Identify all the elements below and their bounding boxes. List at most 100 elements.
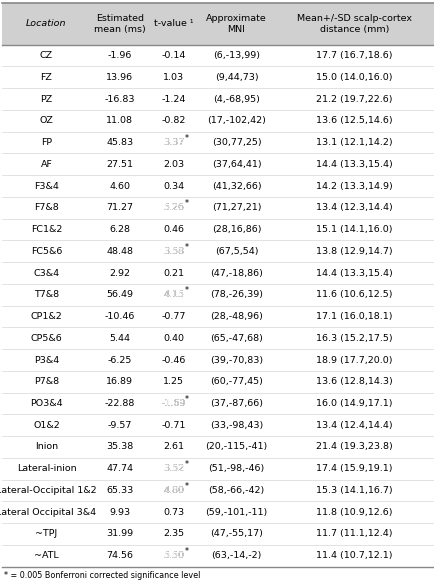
Text: -1.24: -1.24 [161,95,186,103]
Text: Lateral-inion: Lateral-inion [16,464,76,473]
Text: Mean+/-SD scalp-cortex
distance (mm): Mean+/-SD scalp-cortex distance (mm) [296,14,411,33]
Text: 4.15: 4.15 [163,290,184,299]
Text: (39,-70,83): (39,-70,83) [210,356,263,364]
Text: (65,-47,68): (65,-47,68) [210,334,262,343]
Text: 5.26: 5.26 [163,203,184,213]
Text: *: * [184,460,188,470]
Text: ~TPJ: ~TPJ [35,530,57,538]
Text: 0.34: 0.34 [163,182,184,190]
Text: ~ATL: ~ATL [34,551,59,560]
Text: T7&8: T7&8 [34,290,59,299]
Text: Lateral-Occipital 1&2: Lateral-Occipital 1&2 [0,486,96,495]
Text: 5.44: 5.44 [109,334,130,343]
Text: *: * [184,199,188,208]
Text: (59,-101,-11): (59,-101,-11) [205,507,267,517]
Text: 14.2 (13.3,14.9): 14.2 (13.3,14.9) [315,182,392,190]
Text: 5.26: 5.26 [163,203,184,213]
Text: 16.3 (15.2,17.5): 16.3 (15.2,17.5) [315,334,391,343]
Text: 13.6 (12.5,14.6): 13.6 (12.5,14.6) [315,116,391,126]
Text: 5.50: 5.50 [163,551,184,560]
Text: (41,32,66): (41,32,66) [211,182,261,190]
Text: 0.46: 0.46 [163,225,184,234]
Text: -0.77: -0.77 [161,312,186,321]
Text: P3&4: P3&4 [34,356,59,364]
Text: 4.15: 4.15 [163,290,184,299]
Text: FZ: FZ [40,73,52,82]
Text: 27.51: 27.51 [106,160,133,169]
Text: 3.52: 3.52 [163,464,184,473]
Text: -1.96: -1.96 [108,51,132,60]
Text: (4,-68,95): (4,-68,95) [213,95,260,103]
Text: 4.80: 4.80 [163,486,184,495]
Text: -0.71: -0.71 [161,420,186,430]
Text: (47,-55,17): (47,-55,17) [210,530,262,538]
Text: 45.83: 45.83 [106,138,133,147]
Text: C3&4: C3&4 [33,269,59,277]
Text: 13.6 (12.8,14.3): 13.6 (12.8,14.3) [315,377,392,386]
Text: 2.92: 2.92 [109,269,130,277]
Text: (58,-66,-42): (58,-66,-42) [208,486,264,495]
Text: (60,-77,45): (60,-77,45) [210,377,262,386]
Text: 13.4 (12.3,14.4): 13.4 (12.3,14.4) [315,203,392,213]
Text: 17.1 (16.0,18.1): 17.1 (16.0,18.1) [315,312,391,321]
Text: (28,16,86): (28,16,86) [211,225,261,234]
Text: 65.33: 65.33 [106,486,133,495]
Text: O1&2: O1&2 [33,420,60,430]
Text: 4.60: 4.60 [109,182,130,190]
Text: (37,64,41): (37,64,41) [211,160,261,169]
Bar [2,3,433,45]
Text: F3&4: F3&4 [34,182,59,190]
Text: 13.1 (12.1,14.2): 13.1 (12.1,14.2) [315,138,391,147]
Text: 13.96: 13.96 [106,73,133,82]
Text: 11.6 (10.6,12.5): 11.6 (10.6,12.5) [315,290,391,299]
Text: Lateral Occipital 3&4: Lateral Occipital 3&4 [0,507,96,517]
Text: (6,-13,99): (6,-13,99) [213,51,260,60]
Text: *: * [184,286,188,296]
Text: 3.52: 3.52 [163,464,184,473]
Text: (51,-98,-46): (51,-98,-46) [208,464,264,473]
Text: 6.28: 6.28 [109,225,130,234]
Text: 13.8 (12.9,14.7): 13.8 (12.9,14.7) [315,247,391,256]
Text: 47.74: 47.74 [106,464,133,473]
Text: (63,-14,-2): (63,-14,-2) [211,551,261,560]
Text: 15.1 (14.1,16.0): 15.1 (14.1,16.0) [315,225,391,234]
Text: AF: AF [40,160,52,169]
Text: 11.4 (10.7,12.1): 11.4 (10.7,12.1) [315,551,391,560]
Text: 3.58: 3.58 [163,247,184,256]
Text: 11.7 (11.1,12.4): 11.7 (11.1,12.4) [315,530,391,538]
Text: FC1&2: FC1&2 [31,225,62,234]
Text: -1.69: -1.69 [161,399,186,408]
Text: (20,-115,-41): (20,-115,-41) [205,443,267,451]
Text: 3.58: 3.58 [163,247,184,256]
Text: *: * [184,395,188,404]
Text: 74.56: 74.56 [106,551,133,560]
Text: (28,-48,96): (28,-48,96) [210,312,262,321]
Text: (30,77,25): (30,77,25) [211,138,261,147]
Text: -16.83: -16.83 [105,95,135,103]
Text: FC5&6: FC5&6 [31,247,62,256]
Text: *: * [184,482,188,491]
Text: 48.48: 48.48 [106,247,133,256]
Text: PZ: PZ [40,95,53,103]
Text: 71.27: 71.27 [106,203,133,213]
Text: 0.40: 0.40 [163,334,184,343]
Text: 2.03: 2.03 [163,160,184,169]
Text: t-value ¹: t-value ¹ [154,19,193,29]
Text: -22.88: -22.88 [105,399,135,408]
Text: -1.69: -1.69 [161,399,186,408]
Text: *: * [184,134,188,143]
Text: *: * [184,547,188,557]
Text: 17.7 (16.7,18.6): 17.7 (16.7,18.6) [315,51,391,60]
Text: (67,5,54): (67,5,54) [214,247,258,256]
Text: -0.14: -0.14 [161,51,186,60]
Text: 4.80: 4.80 [163,486,184,495]
Text: 15.0 (14.0,16.0): 15.0 (14.0,16.0) [315,73,391,82]
Text: -10.46: -10.46 [105,312,135,321]
Text: 35.38: 35.38 [106,443,133,451]
Text: 9.93: 9.93 [109,507,130,517]
Text: Inion: Inion [35,443,58,451]
Text: Approximate
MNI: Approximate MNI [206,14,266,33]
Text: 21.2 (19.7,22.6): 21.2 (19.7,22.6) [315,95,391,103]
Text: 11.8 (10.9,12.6): 11.8 (10.9,12.6) [315,507,391,517]
Text: Estimated
mean (ms): Estimated mean (ms) [94,14,145,33]
